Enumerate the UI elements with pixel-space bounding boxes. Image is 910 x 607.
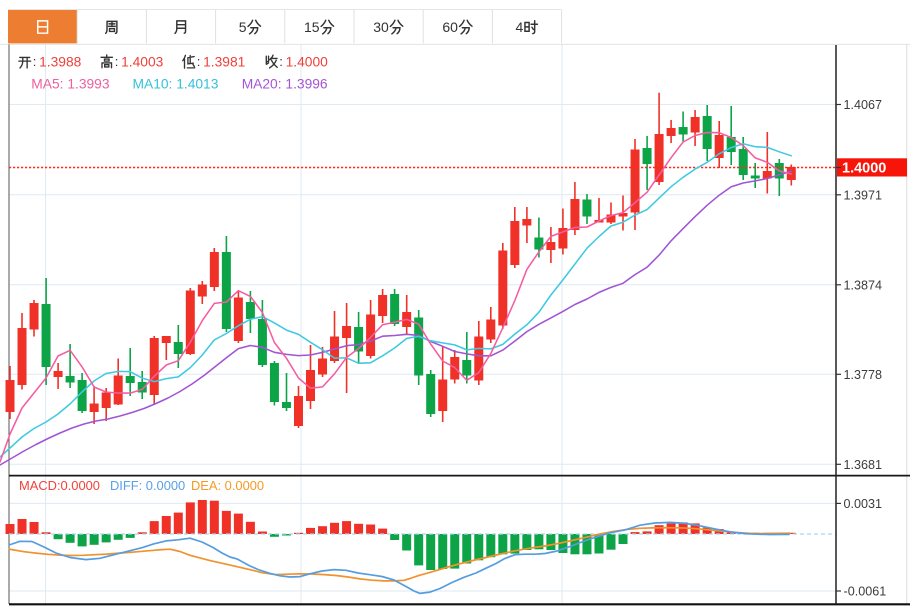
svg-text:1.3874: 1.3874	[844, 279, 883, 293]
svg-text:1.4003: 1.4003	[121, 54, 164, 69]
svg-text:1.4000: 1.4000	[842, 160, 886, 176]
svg-text:MA10: 1.4013: MA10: 1.4013	[133, 77, 219, 92]
svg-text:60: 60	[442, 19, 458, 35]
svg-text:MA5: 1.3993: MA5: 1.3993	[31, 77, 110, 92]
svg-text:1.3981: 1.3981	[203, 54, 245, 69]
svg-text::: :	[279, 54, 283, 69]
svg-text:5: 5	[239, 19, 247, 35]
svg-text:DEA: 0.0000: DEA: 0.0000	[191, 478, 264, 493]
svg-text:MA20: 1.3996: MA20: 1.3996	[242, 77, 328, 92]
svg-text:0.0031: 0.0031	[844, 497, 883, 511]
svg-text:30: 30	[373, 19, 389, 35]
svg-text:1.4000: 1.4000	[286, 54, 329, 69]
svg-text::: :	[33, 54, 37, 69]
svg-text::: :	[197, 54, 201, 69]
svg-text:MACD:0.0000: MACD:0.0000	[19, 478, 100, 493]
svg-text::: :	[115, 54, 119, 69]
svg-text:1.3778: 1.3778	[844, 368, 883, 382]
svg-text:DIFF: 0.0000: DIFF: 0.0000	[110, 478, 185, 493]
svg-text:15: 15	[304, 19, 320, 35]
svg-text:1.3988: 1.3988	[39, 54, 82, 69]
svg-text:1.3681: 1.3681	[844, 458, 883, 472]
svg-text:-0.0061: -0.0061	[844, 585, 887, 599]
svg-text:1.4067: 1.4067	[844, 98, 883, 112]
svg-text:4: 4	[516, 19, 524, 35]
svg-text:1.3971: 1.3971	[844, 189, 883, 203]
